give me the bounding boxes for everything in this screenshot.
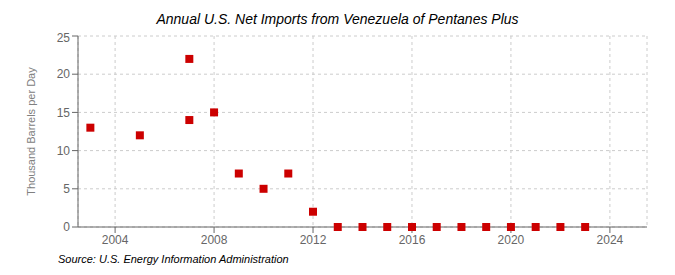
svg-text:2024: 2024 (597, 233, 624, 247)
svg-text:2016: 2016 (399, 233, 426, 247)
svg-text:0: 0 (63, 220, 70, 234)
svg-text:5: 5 (63, 182, 70, 196)
svg-text:15: 15 (57, 106, 71, 120)
svg-text:Thousand Barrels per Day: Thousand Barrels per Day (25, 67, 37, 196)
svg-text:10: 10 (57, 144, 71, 158)
svg-text:2012: 2012 (300, 233, 327, 247)
html-text:Annual U.S. Net Imports from V: Annual U.S. Net Imports from Venezuela o… (156, 11, 519, 27)
svg-text:20: 20 (57, 67, 71, 81)
html-text:Source: U.S. Energy Informatio: Source: U.S. Energy Information Administ… (58, 253, 289, 265)
svg-text:25: 25 (57, 31, 71, 45)
svg-text:2020: 2020 (498, 233, 525, 247)
svg-text:2004: 2004 (102, 233, 129, 247)
svg-text:2008: 2008 (201, 233, 228, 247)
